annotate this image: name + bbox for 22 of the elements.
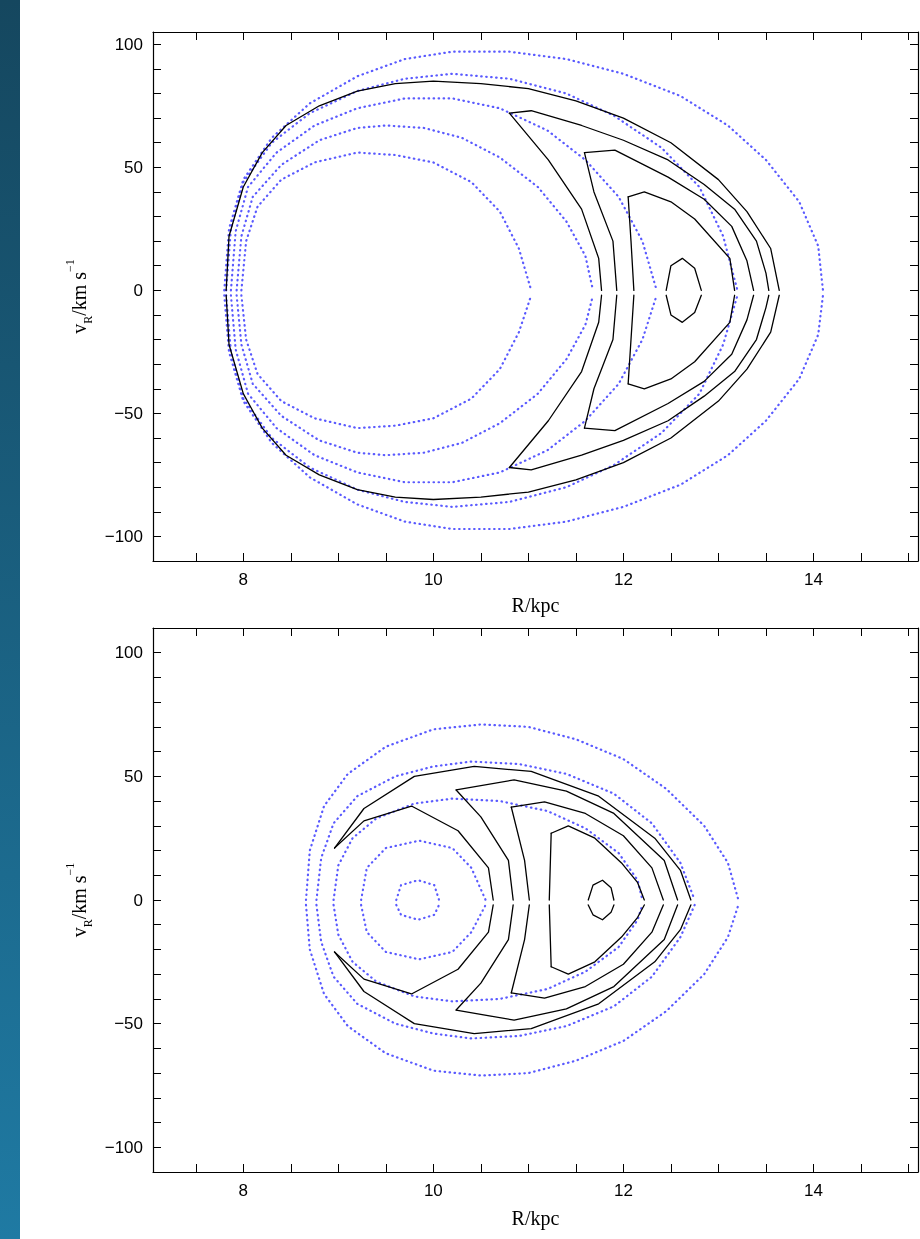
- x-tick-label: 10: [423, 570, 443, 589]
- y-tick-label: 100: [114, 643, 143, 663]
- x-tick-label: 12: [613, 570, 633, 589]
- y-tick-label: −100: [104, 526, 143, 546]
- x-axis-title: R/kpc: [511, 594, 560, 617]
- x-tick-label: 14: [804, 570, 823, 589]
- x-tick-label: 8: [238, 1181, 249, 1200]
- y-tick-label: 0: [133, 280, 143, 300]
- x-tick-label: 8: [238, 570, 249, 589]
- x-tick-label: 10: [423, 1181, 443, 1200]
- y-axis-title: vR/km s−1: [62, 862, 95, 938]
- y-tick-label: −100: [104, 1137, 143, 1157]
- x-axis-title: R/kpc: [511, 1207, 560, 1230]
- x-tick-label: 14: [804, 1181, 823, 1200]
- y-tick-label: −50: [114, 403, 143, 423]
- y-tick-label: 100: [114, 34, 143, 54]
- y-tick-label: 0: [133, 890, 143, 910]
- x-tick-label: 12: [613, 1181, 633, 1200]
- y-tick-label: −50: [114, 1014, 143, 1034]
- y-tick-label: 50: [124, 157, 143, 177]
- y-tick-label: 50: [124, 766, 143, 786]
- y-axis-title: vR/km s−1: [62, 259, 95, 334]
